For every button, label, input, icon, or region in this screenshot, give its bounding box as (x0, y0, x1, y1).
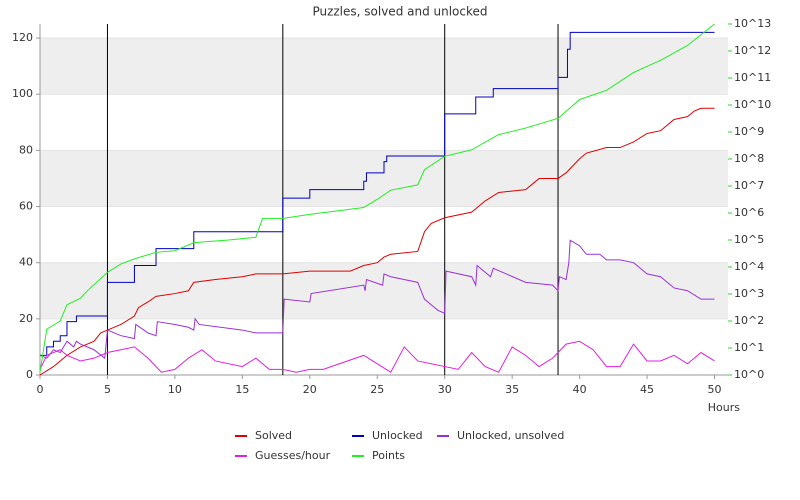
y2-tick-label: 10^6 (734, 206, 764, 219)
x-tick-label: 25 (370, 383, 384, 396)
y2-tick-label: 10^5 (734, 233, 764, 246)
chart-title: Puzzles, solved and unlocked (312, 5, 487, 19)
grid-band (40, 38, 728, 95)
y2-tick-label: 10^9 (734, 125, 764, 138)
y2-tick-label: 10^10 (734, 98, 771, 111)
grid-band (40, 150, 728, 207)
legend-label: Points (372, 449, 405, 462)
y2-tick-label: 10^8 (734, 152, 764, 165)
y2-tick-label: 10^1 (734, 341, 764, 354)
y2-tick-label: 10^3 (734, 287, 764, 300)
grid-band (40, 262, 728, 319)
x-tick-label: 30 (438, 383, 452, 396)
y-tick-label: 20 (19, 312, 33, 325)
y-tick-label: 100 (12, 87, 33, 100)
y-tick-label: 80 (19, 143, 33, 156)
y2-tick-label: 10^4 (734, 260, 764, 273)
legend-label: Solved (255, 429, 292, 442)
y-tick-label: 0 (26, 368, 33, 381)
y2-tick-label: 10^12 (734, 44, 771, 57)
series-line (39, 107, 715, 376)
x-tick-label: 45 (640, 383, 654, 396)
series-line (39, 239, 715, 360)
x-tick-label: 50 (708, 383, 722, 396)
y2-tick-label: 10^2 (734, 314, 764, 327)
x-tick-label: 0 (37, 383, 44, 396)
series-line (40, 31, 715, 356)
y2-tick-label: 10^0 (734, 368, 764, 381)
y-tick-label: 40 (19, 256, 33, 269)
legend-label: Guesses/hour (255, 449, 331, 462)
y-tick-label: 120 (12, 31, 33, 44)
x-tick-label: 40 (573, 383, 587, 396)
y2-tick-label: 10^7 (734, 179, 764, 192)
y-tick-label: 60 (19, 200, 33, 213)
legend-label: Unlocked, unsolved (457, 429, 564, 442)
x-tick-label: 20 (303, 383, 317, 396)
x-tick-label: 5 (104, 383, 111, 396)
series-line (39, 340, 715, 373)
y2-tick-label: 10^13 (734, 17, 771, 30)
x-tick-label: 15 (235, 383, 249, 396)
x-tick-label: 10 (168, 383, 182, 396)
series-line (39, 23, 715, 373)
y2-tick-label: 10^11 (734, 71, 771, 84)
x-axis-label: Hours (708, 401, 740, 414)
legend-label: Unlocked (372, 429, 423, 442)
x-tick-label: 35 (505, 383, 519, 396)
